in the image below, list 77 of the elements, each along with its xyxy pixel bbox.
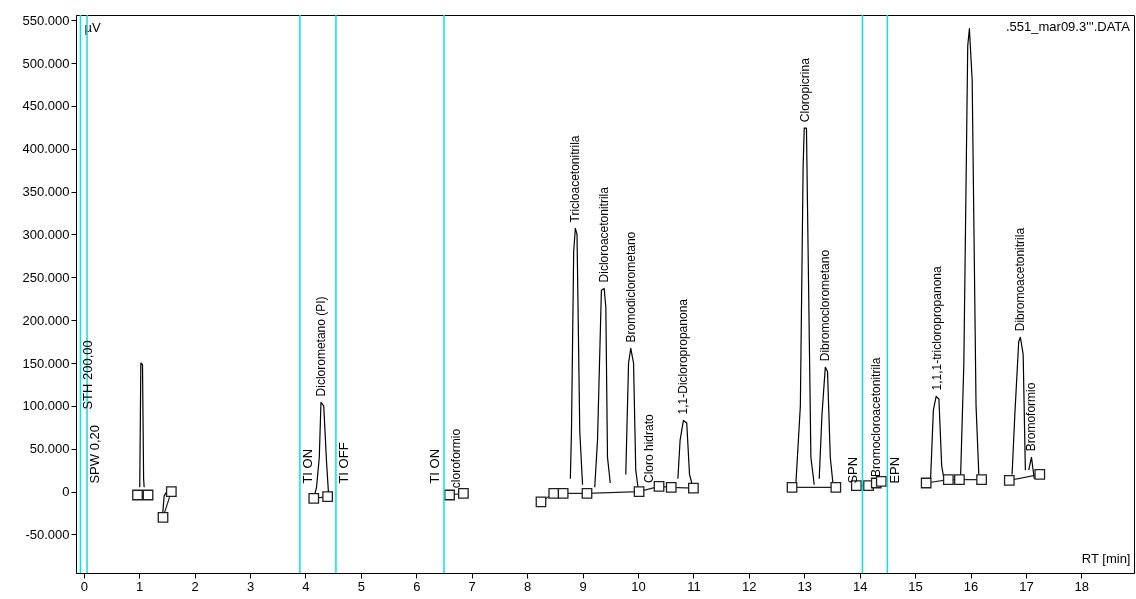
point: [535, 496, 547, 508]
x-tick-label: 18: [1074, 578, 1090, 594]
y-tick-label: 50.000: [29, 441, 70, 457]
y-tick-label: 500.000: [22, 55, 70, 71]
annotation: Dibromoacetonitrila: [1013, 227, 1028, 332]
ref-line-label: EPN: [887, 456, 903, 484]
point: [665, 481, 677, 493]
annotation: Dibromoclorometano: [818, 249, 833, 362]
y-tick-label: 450.000: [22, 98, 70, 114]
point: [954, 474, 965, 485]
point: [688, 482, 699, 494]
y-tick-label: 300.000: [22, 226, 70, 242]
point: [581, 487, 593, 499]
point: [132, 489, 143, 501]
point: [165, 486, 177, 497]
point: [458, 487, 469, 499]
x-tick-label: 10: [631, 578, 646, 594]
point: [557, 487, 569, 499]
x-tick-label: 9: [579, 578, 587, 594]
x-tick-label: 5: [357, 578, 365, 594]
point: [633, 486, 645, 497]
point: [942, 474, 954, 485]
point: [308, 493, 320, 504]
ref-line-label: TI ON: [427, 448, 442, 484]
annotation: cloroformio: [449, 428, 464, 489]
y-tick-label: 100.000: [22, 398, 70, 414]
x-tick-label: 2: [191, 578, 199, 594]
annotation: Dicloroacetonitrila: [597, 186, 612, 283]
point: [786, 481, 798, 493]
annotation: Cloropicrina: [798, 57, 813, 123]
ref-line-label: TI OFF: [335, 442, 351, 484]
annotation: Bromoformio: [1024, 382, 1039, 452]
point: [653, 481, 665, 492]
x-tick-label: 7: [468, 578, 476, 594]
point: [875, 475, 887, 487]
x-tick-label: 8: [524, 578, 532, 594]
point: [1034, 469, 1046, 480]
y-tick-label: 200.000: [22, 312, 70, 328]
point: [976, 474, 987, 485]
point: [157, 511, 169, 523]
point: [548, 487, 560, 499]
y-tick-label: 250.000: [22, 269, 70, 285]
y-tick-label: 400.000: [22, 141, 70, 157]
x-tick-label: 4: [302, 578, 310, 594]
x-tick-label: 14: [852, 578, 868, 594]
annotation: Cloro hidrato: [642, 413, 657, 483]
y-tick-label: 0: [62, 484, 70, 500]
x-tick-label: 16: [963, 578, 979, 594]
y-tick-label: 550.000: [22, 12, 70, 28]
x-tick-label: 12: [742, 578, 757, 594]
annotation: Diclorometano (PI): [313, 296, 328, 397]
y-tick-label: -50.000: [25, 526, 70, 542]
chart-title: .551_mar09.3'''.DATA: [1005, 19, 1131, 35]
x-tick-label: 6: [413, 578, 421, 594]
point: [322, 491, 334, 503]
x-axis-title: RT [min]: [1081, 550, 1131, 566]
x-tick-label: 15: [908, 578, 923, 594]
annotation: Tricloacetonitrila: [568, 135, 583, 223]
x-tick-label: 1: [136, 578, 144, 594]
ref-line-label: TI ON: [299, 448, 315, 484]
x-tick-label: 11: [687, 578, 701, 594]
point: [830, 481, 842, 493]
annotation: 1,1,1-tricloropropanona: [930, 266, 945, 391]
x-tick-label: 17: [1019, 578, 1034, 594]
annotation: 1,1-Dicloropropanona: [676, 298, 691, 415]
x-tick-label: 3: [246, 578, 255, 594]
point: [920, 477, 932, 489]
y-tick-label: 150.000: [22, 355, 70, 371]
point: [1003, 475, 1015, 486]
annotation: Bromodiclorometano: [623, 231, 638, 343]
annotation: Bromocloroacetonitrila: [869, 357, 884, 477]
y-tick-label: 350.000: [22, 184, 70, 200]
ref-line-label: STH 200,00: [80, 340, 96, 410]
ref-line-label: SPN: [845, 456, 861, 484]
x-tick-label: 13: [797, 578, 812, 594]
x-tick-label: 0: [80, 578, 88, 594]
ref-line-label: SPW 0,20: [87, 425, 103, 484]
